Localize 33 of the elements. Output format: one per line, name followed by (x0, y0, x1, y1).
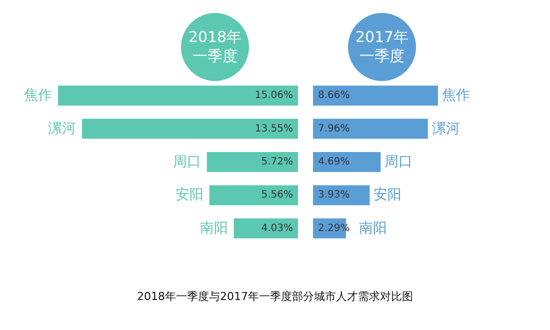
y-tick-label: 焦作 (442, 88, 470, 104)
data-label: 3.93% (318, 190, 350, 201)
data-label: 8.66% (318, 90, 350, 102)
y-tick-label: 焦作 (24, 88, 52, 104)
y-tick-label: 漯河 (432, 120, 460, 137)
y-tick-label: 南阳 (358, 220, 387, 236)
text: 2018年一季度与2017年一季度部分城市人才需求对比图 (136, 289, 414, 304)
data-label: 5.56% (261, 190, 293, 201)
bar (58, 86, 298, 106)
bar (313, 86, 438, 106)
bar (313, 185, 370, 206)
chart-title: 2018年一季度 (187, 28, 243, 66)
bar (206, 152, 298, 172)
bar (234, 218, 298, 238)
bar (313, 152, 381, 172)
data-label: 5.72% (261, 156, 293, 168)
y-tick-label: 周口 (384, 154, 413, 170)
y-tick-label: 漯河 (48, 120, 76, 137)
y-tick-label: 安阳 (374, 187, 402, 204)
chart-title: 2017年一季度 (354, 28, 410, 66)
bar (313, 118, 428, 139)
y-tick-label: 安阳 (175, 187, 204, 204)
data-label: 7.96% (318, 123, 350, 134)
data-label: 13.55% (254, 123, 293, 134)
data-label: 4.03% (261, 222, 293, 234)
y-tick-label: 南阳 (200, 220, 228, 236)
bar (82, 118, 298, 139)
data-label: 4.69% (318, 156, 350, 168)
bar (209, 185, 298, 206)
y-tick-label: 周口 (172, 154, 201, 170)
circle-badge: 2018年一季度 (181, 13, 249, 81)
data-label: 15.06% (254, 90, 293, 102)
circle-badge: 2017年一季度 (348, 13, 416, 81)
